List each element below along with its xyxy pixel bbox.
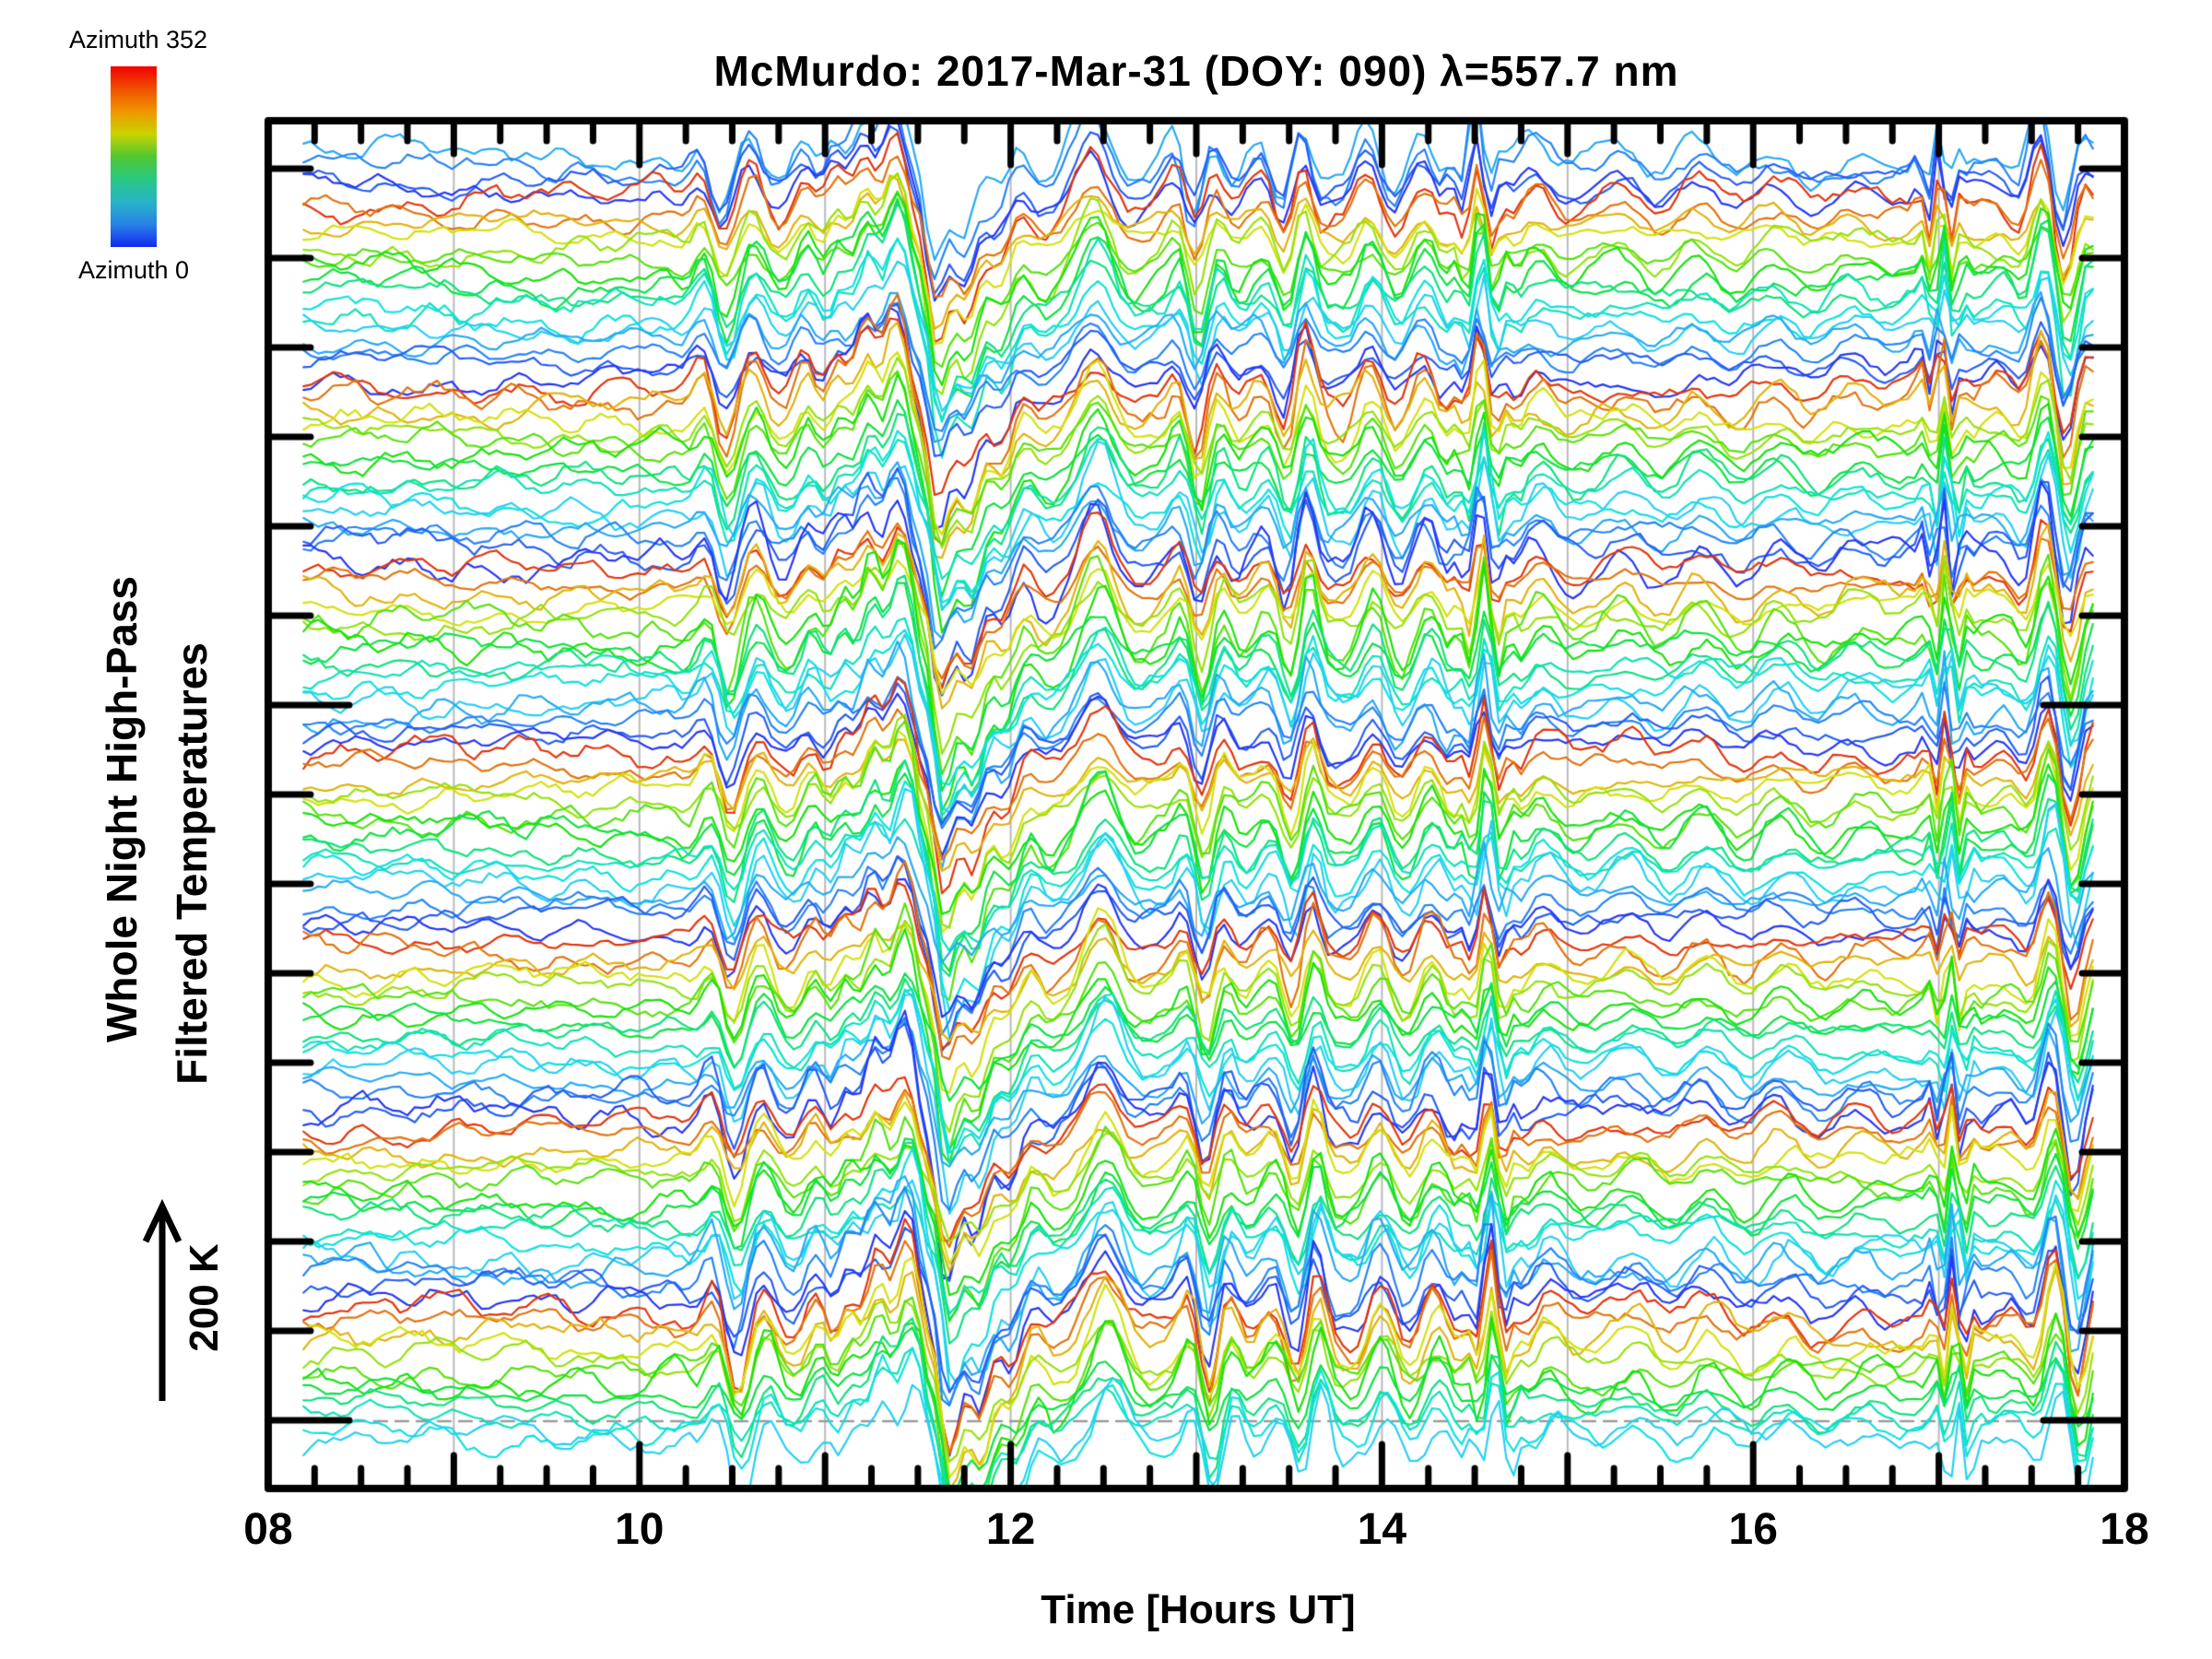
plot-title: McMurdo: 2017-Mar-31 (DOY: 090) λ=557.7 … <box>713 47 1679 95</box>
x-axis-title: Time [Hours UT] <box>1041 1587 1356 1632</box>
x-tick-label: 08 <box>243 1505 293 1554</box>
colorbar-min-label: Azimuth 0 <box>77 256 190 284</box>
x-tick-label: 14 <box>1357 1505 1407 1554</box>
y-axis-label-line2: Filtered Temperatures <box>168 642 216 1085</box>
scale-arrow-icon <box>142 1198 182 1401</box>
x-tick-label: 12 <box>985 1505 1036 1554</box>
y-axis-label-line1: Whole Night High-Pass <box>98 576 146 1042</box>
colorbar-gradient <box>111 66 157 247</box>
x-tick-label: 10 <box>615 1505 665 1554</box>
x-tick-label: 16 <box>1728 1505 1778 1554</box>
colorbar-max-label: Azimuth 352 <box>68 26 208 53</box>
scale-bar-label: 200 K <box>182 1243 227 1352</box>
x-tick-label: 18 <box>2100 1505 2149 1554</box>
